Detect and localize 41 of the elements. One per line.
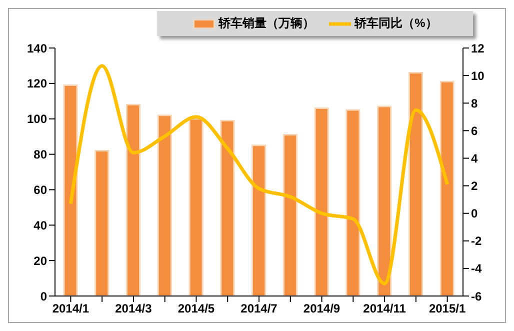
y2-tick-label: 2 bbox=[471, 179, 478, 194]
y-tick-label: 120 bbox=[26, 76, 48, 91]
legend-label: 轿车同比（%） bbox=[353, 15, 438, 32]
y-tick-label: 100 bbox=[26, 112, 48, 126]
y2-tick-label: -2 bbox=[471, 234, 482, 248]
bar bbox=[126, 104, 141, 296]
bar bbox=[94, 150, 110, 296]
bar bbox=[157, 114, 172, 296]
bar bbox=[314, 107, 329, 296]
y2-tick-label: 10 bbox=[471, 68, 485, 83]
y-tick-label: 20 bbox=[34, 254, 48, 268]
y2-tick-label: 0 bbox=[471, 206, 478, 221]
y-tick-label: 40 bbox=[34, 218, 48, 232]
bar bbox=[282, 134, 298, 296]
bar bbox=[377, 106, 392, 296]
bar bbox=[252, 144, 266, 296]
bar bbox=[408, 72, 423, 296]
bar bbox=[346, 109, 360, 296]
y-tick-label: 60 bbox=[34, 182, 48, 197]
line-series bbox=[68, 64, 450, 286]
x-tick-label: 2014/1 bbox=[52, 302, 90, 316]
y-tick-label: 140 bbox=[26, 41, 48, 56]
bar bbox=[188, 118, 204, 296]
bar bbox=[63, 84, 78, 296]
x-tick-label: 2014/11 bbox=[363, 302, 406, 316]
y-tick-label: 0 bbox=[40, 289, 48, 304]
y2-tick-label: -6 bbox=[471, 289, 482, 304]
y2-tick-label: 6 bbox=[471, 124, 478, 138]
bar bbox=[440, 80, 454, 296]
y2-tick-label: 4 bbox=[471, 151, 478, 166]
y-tick-label: 80 bbox=[34, 148, 48, 162]
y2-tick-label: -4 bbox=[471, 262, 482, 276]
x-tick-label: 2014/3 bbox=[115, 302, 152, 316]
bar bbox=[220, 120, 235, 296]
y2-tick-label: 8 bbox=[471, 96, 478, 110]
legend-label: 轿车销量（万辆） bbox=[217, 15, 315, 32]
x-tick-label: 2014/7 bbox=[240, 302, 278, 316]
x-tick-label: 2014/9 bbox=[303, 302, 340, 316]
y2-tick-label: 12 bbox=[471, 41, 485, 56]
x-tick-label: 2015/1 bbox=[428, 302, 466, 316]
x-tick-label: 2014/5 bbox=[178, 302, 215, 316]
